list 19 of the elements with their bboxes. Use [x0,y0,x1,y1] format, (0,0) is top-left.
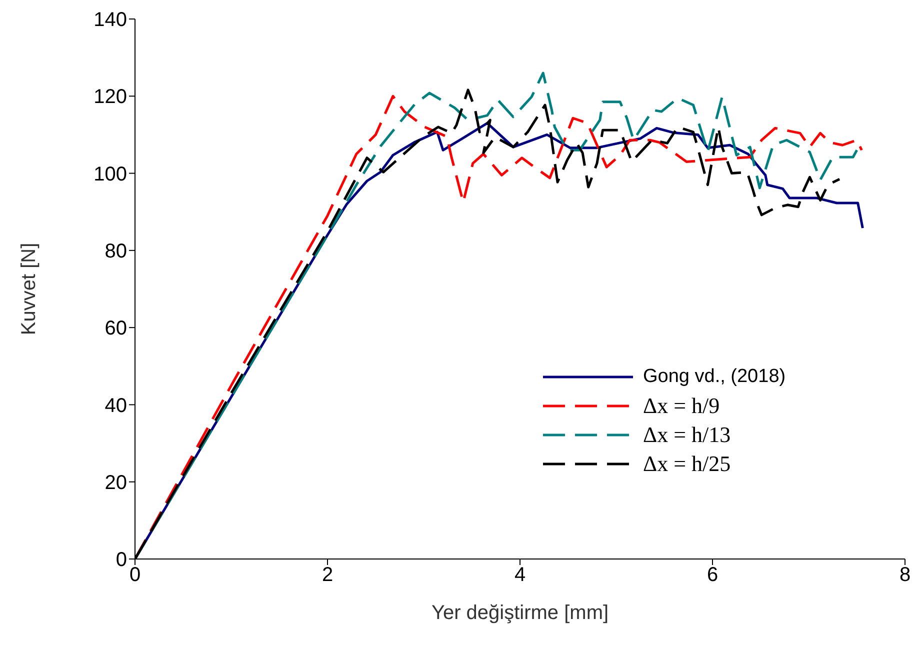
x-tick-label: 6 [706,564,718,586]
y-tick-label: 140 [94,9,127,32]
y-axis-title: Kuvvet [N] [18,242,40,336]
x-tick-label: 4 [514,564,526,586]
legend-label: Δx = h/9 [643,392,720,418]
x-tick-label: 2 [322,564,334,586]
y-tick-label: 20 [104,472,127,494]
y-tick-label: 80 [104,240,127,263]
x-tick-label: 8 [899,564,911,586]
y-tick-label: 0 [116,549,127,572]
x-axis-title: Yer değiştirme [mm] [431,602,609,624]
y-tick-label: 40 [104,394,127,417]
y-tick-label: 100 [94,163,127,186]
y-tick-label: 120 [94,86,127,108]
y-tick-label: 60 [104,318,127,340]
legend-label: Δx = h/13 [643,422,731,448]
legend-label: Gong vd., (2018) [643,366,786,388]
x-tick-label: 0 [129,564,141,586]
legend-label: Δx = h/25 [643,450,731,476]
